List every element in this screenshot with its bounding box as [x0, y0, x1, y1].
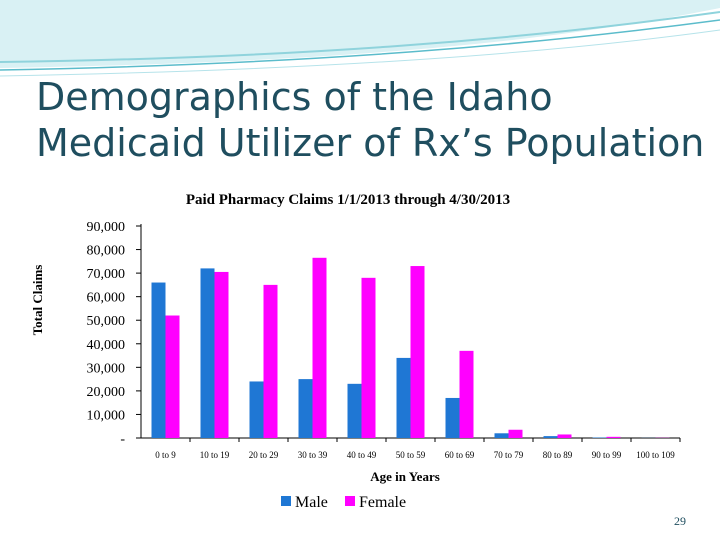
y-tick-label: 60,000	[87, 291, 126, 306]
y-tick-label: -	[120, 432, 125, 447]
x-tick-label: 60 to 69	[445, 450, 475, 460]
x-tick-label: 0 to 9	[155, 450, 176, 460]
bar-female	[312, 257, 327, 438]
x-tick-label: 40 to 49	[347, 450, 377, 460]
legend-swatch-male	[281, 496, 291, 506]
x-tick-label: 30 to 39	[298, 450, 328, 460]
bar-male	[445, 397, 460, 438]
x-tick-label: 50 to 59	[396, 450, 426, 460]
bar-female	[263, 284, 278, 438]
y-tick-label: 50,000	[87, 314, 126, 329]
bar-female	[459, 350, 474, 438]
chart-title: Paid Pharmacy Claims 1/1/2013 through 4/…	[186, 192, 510, 208]
y-tick-label: 80,000	[87, 244, 126, 259]
x-tick-label: 10 to 19	[200, 450, 230, 460]
y-tick-label: 70,000	[87, 267, 126, 282]
x-tick-label: 80 to 89	[543, 450, 573, 460]
slide-title-line-1: Demographics of the Idaho	[36, 75, 553, 119]
plot-area: - 10,000 20,000 30,000 40,000 50,000 60,000 70,…	[87, 220, 681, 460]
x-tick-label: 90 to 99	[592, 450, 622, 460]
bar-male	[151, 282, 166, 438]
bar-female	[165, 315, 180, 438]
bar-female	[557, 434, 572, 438]
x-tick-label: 100 to 109	[636, 450, 675, 460]
y-tick-label: 10,000	[87, 408, 126, 423]
y-tick-label: 40,000	[87, 338, 126, 353]
y-tick-label: 90,000	[87, 220, 126, 235]
chart-legend: Male Female	[281, 494, 406, 511]
bar-female	[606, 436, 621, 438]
y-tick-label: 20,000	[87, 385, 126, 400]
bar-male	[249, 381, 264, 438]
bar-female	[214, 271, 229, 438]
bar-female	[361, 277, 376, 438]
bar-male	[298, 379, 313, 438]
legend-label-male: Male	[295, 494, 328, 511]
bar-male	[200, 268, 215, 438]
header-wave-decoration	[0, 0, 720, 77]
bar-male	[347, 383, 362, 438]
bar-male	[494, 433, 509, 438]
bar-male	[396, 357, 411, 438]
legend-swatch-female	[345, 496, 355, 506]
x-tick-label: 20 to 29	[249, 450, 279, 460]
x-axis-label: Age in Years	[370, 469, 440, 484]
bar-female	[410, 266, 425, 438]
legend-label-female: Female	[359, 494, 406, 511]
y-tick-label: 30,000	[87, 361, 126, 376]
bar-male	[543, 436, 558, 438]
slide-title: Demographics of the Idaho Medicaid Utili…	[36, 74, 705, 166]
y-axis-label: Total Claims	[30, 265, 45, 336]
slide-number: 29	[674, 514, 686, 528]
x-tick-label: 70 to 79	[494, 450, 524, 460]
bar-female	[508, 429, 523, 438]
slide-title-line-2: Medicaid Utilizer of Rx’s Population	[36, 121, 705, 165]
